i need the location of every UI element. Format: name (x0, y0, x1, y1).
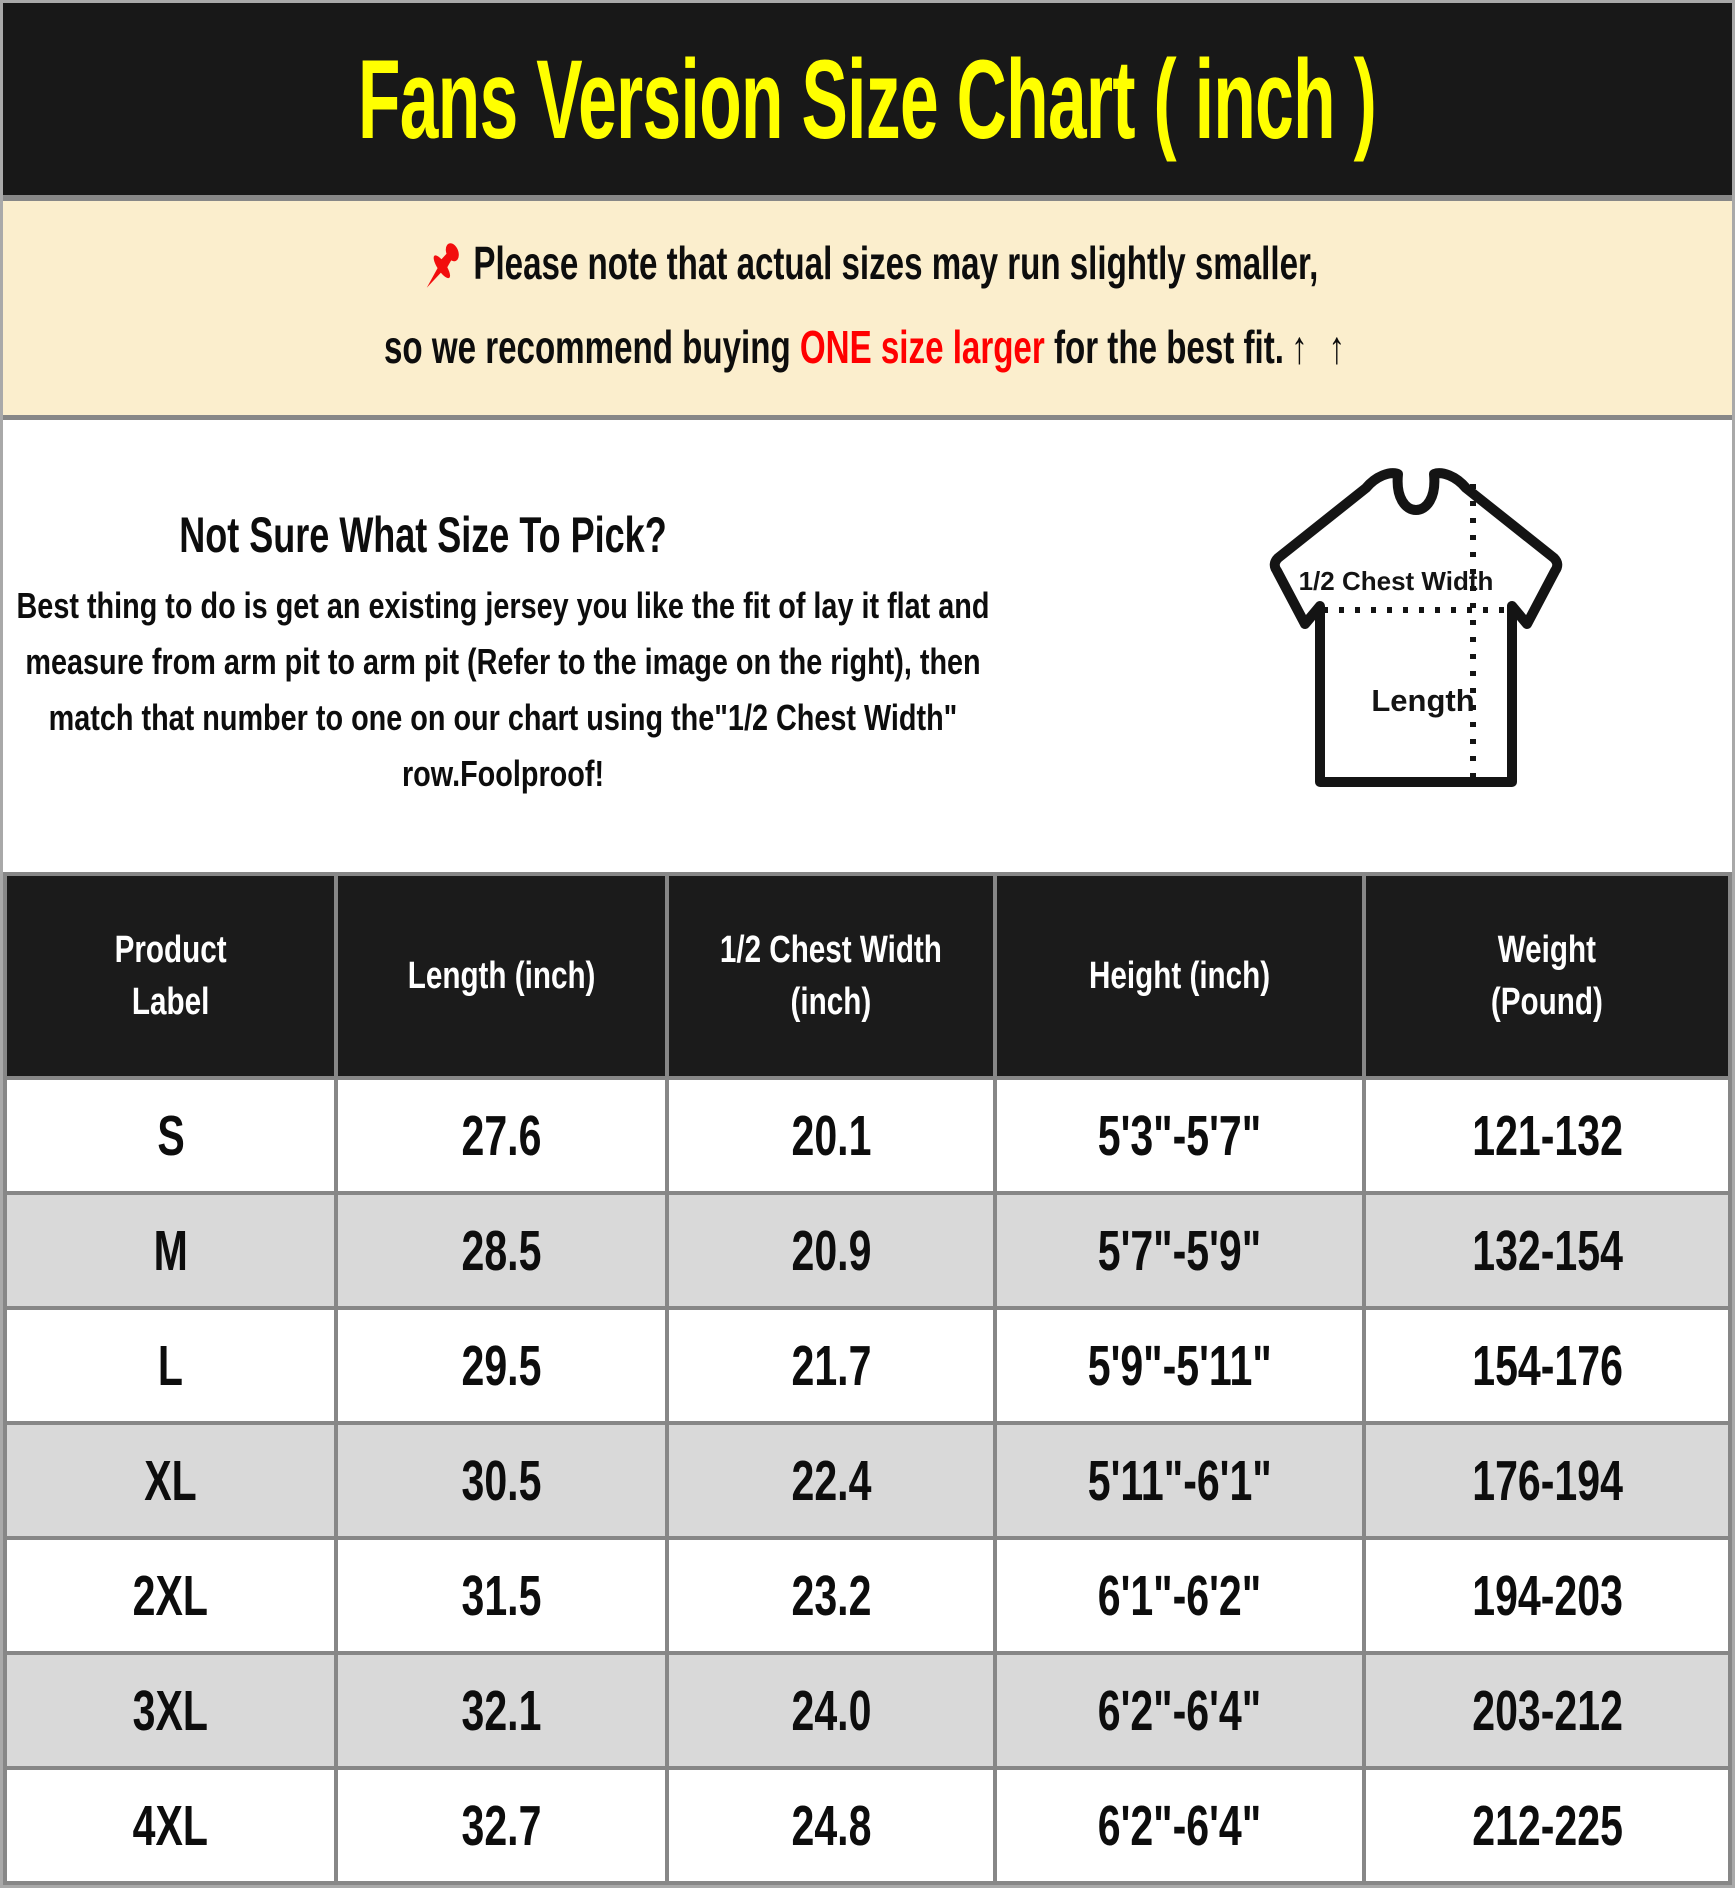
column-header-length: Length (inch) (334, 872, 670, 1080)
notice-text-1: Please note that actual sizes may run sl… (473, 237, 1319, 289)
chest-width-label: 1/2 Chest Width (1299, 566, 1494, 596)
header-banner: Fans Version Size Chart ( inch ) (3, 3, 1732, 195)
table-cell: 31.5 (334, 1536, 670, 1655)
table-cell: 5'11"-6'1" (993, 1421, 1367, 1540)
size-guide-heading: Not Sure What Size To Pick? (179, 507, 667, 563)
size-label-cell: 4XL (2, 1766, 339, 1885)
size-label-cell: M (2, 1191, 339, 1310)
size-table: Product Label Length (inch) 1/2 Chest Wi… (2, 872, 1732, 1885)
column-header-product-label: Product Label (2, 872, 339, 1080)
table-cell: 132-154 (1362, 1191, 1732, 1310)
table-row-l: L 29.5 21.7 5'9"-5'11" 154-176 (2, 1306, 1732, 1425)
table-cell: 154-176 (1362, 1306, 1732, 1425)
table-cell: 194-203 (1362, 1536, 1732, 1655)
table-row-xl: XL 30.5 22.4 5'11"-6'1" 176-194 (2, 1421, 1732, 1540)
table-cell: 5'9"-5'11" (993, 1306, 1367, 1425)
notice-line-2: so we recommend buying ONE size larger f… (3, 305, 1732, 389)
size-label-cell: XL (2, 1421, 339, 1540)
size-guide-text-block: Not Sure What Size To Pick? Best thing t… (3, 420, 1003, 872)
table-row-2xl: 2XL 31.5 23.2 6'1"-6'2" 194-203 (2, 1536, 1732, 1655)
size-label-cell: 2XL (2, 1536, 339, 1655)
tshirt-diagram: 1/2 Chest Width Length (1269, 468, 1563, 787)
table-cell: 5'3"-5'7" (993, 1076, 1367, 1195)
size-label-cell: L (2, 1306, 339, 1425)
column-header-weight: Weight (Pound) (1362, 872, 1732, 1080)
size-guide-section: Not Sure What Size To Pick? Best thing t… (3, 420, 1732, 872)
size-guide-body: Best thing to do is get an existing jers… (16, 585, 990, 794)
table-cell: 30.5 (334, 1421, 670, 1540)
table-cell: 24.0 (665, 1651, 998, 1770)
table-cell: 21.7 (665, 1306, 998, 1425)
table-cell: 6'1"-6'2" (993, 1536, 1367, 1655)
table-cell: 32.7 (334, 1766, 670, 1885)
table-row-4xl: 4XL 32.7 24.8 6'2"-6'4" 212-225 (2, 1766, 1732, 1885)
column-header-chest-width: 1/2 Chest Width (inch) (665, 872, 998, 1080)
table-cell: 20.9 (665, 1191, 998, 1310)
table-cell: 28.5 (334, 1191, 670, 1310)
notice-highlight: ONE size larger (800, 321, 1045, 373)
table-cell: 6'2"-6'4" (993, 1651, 1367, 1770)
length-label: Length (1371, 683, 1474, 718)
table-cell: 203-212 (1362, 1651, 1732, 1770)
table-cell: 29.5 (334, 1306, 670, 1425)
size-label-cell: 3XL (2, 1651, 339, 1770)
column-header-height: Height (inch) (993, 872, 1367, 1080)
table-cell: 22.4 (665, 1421, 998, 1540)
notice-banner: Please note that actual sizes may run sl… (3, 195, 1732, 420)
table-cell: 27.6 (334, 1076, 670, 1195)
table-row-m: M 28.5 20.9 5'7"-5'9" 132-154 (2, 1191, 1732, 1310)
table-cell: 176-194 (1362, 1421, 1732, 1540)
table-cell: 5'7"-5'9" (993, 1191, 1367, 1310)
notice-text-2-prefix: so we recommend buying (384, 321, 791, 373)
table-row-s: S 27.6 20.1 5'3"-5'7" 121-132 (2, 1076, 1732, 1195)
table-row-3xl: 3XL 32.1 24.0 6'2"-6'4" 203-212 (2, 1651, 1732, 1770)
page-title: Fans Version Size Chart ( inch ) (358, 36, 1377, 162)
table-cell: 23.2 (665, 1536, 998, 1655)
table-cell: 32.1 (334, 1651, 670, 1770)
notice-text-2-suffix: for the best fit. (1054, 321, 1285, 373)
up-arrows-icon: ↑ ↑ (1291, 321, 1351, 373)
table-cell: 20.1 (665, 1076, 998, 1195)
pushpin-icon (426, 243, 459, 288)
table-header-row: Product Label Length (inch) 1/2 Chest Wi… (2, 872, 1732, 1080)
size-label-cell: S (2, 1076, 339, 1195)
table-cell: 24.8 (665, 1766, 998, 1885)
table-cell: 6'2"-6'4" (993, 1766, 1367, 1885)
table-cell: 121-132 (1362, 1076, 1732, 1195)
table-cell: 212-225 (1362, 1766, 1732, 1885)
tshirt-outline (1269, 468, 1563, 787)
notice-line-1: Please note that actual sizes may run sl… (3, 221, 1732, 305)
measurement-diagram-area: 1/2 Chest Width Length (1003, 420, 1732, 872)
